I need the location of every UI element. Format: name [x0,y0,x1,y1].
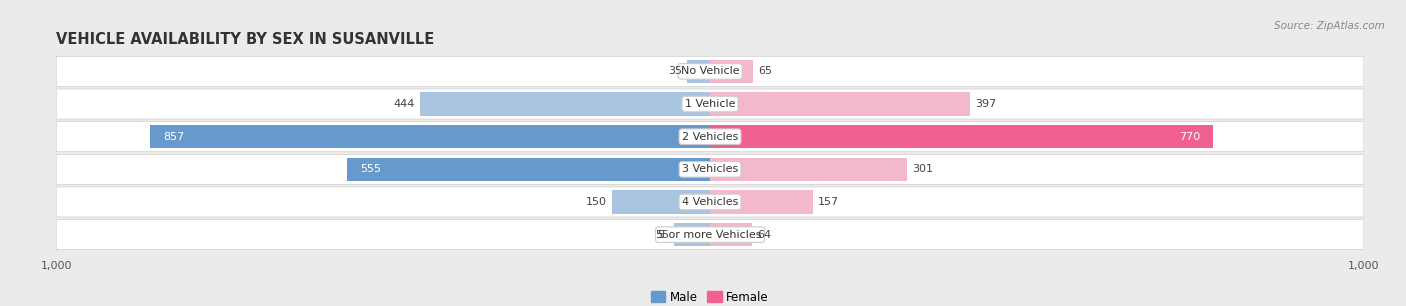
Bar [710,60,752,83]
Bar [710,158,907,181]
Text: 770: 770 [1180,132,1201,142]
Text: 35: 35 [668,66,682,76]
Text: 150: 150 [586,197,607,207]
Text: 1 Vehicle: 1 Vehicle [685,99,735,109]
Text: 555: 555 [360,164,381,174]
Text: 5 or more Vehicles: 5 or more Vehicles [658,230,762,240]
Bar [420,92,710,116]
Text: Source: ZipAtlas.com: Source: ZipAtlas.com [1274,21,1385,32]
FancyBboxPatch shape [56,154,1364,184]
Bar [710,190,813,214]
Bar [612,190,710,214]
Text: 2 Vehicles: 2 Vehicles [682,132,738,142]
Text: 157: 157 [818,197,839,207]
Text: 301: 301 [912,164,934,174]
FancyBboxPatch shape [56,56,1364,86]
Text: 444: 444 [394,99,415,109]
Text: 4 Vehicles: 4 Vehicles [682,197,738,207]
Text: No Vehicle: No Vehicle [681,66,740,76]
Text: 857: 857 [163,132,184,142]
FancyBboxPatch shape [56,89,1364,119]
Text: 3 Vehicles: 3 Vehicles [682,164,738,174]
Bar [710,125,1213,148]
Bar [688,60,710,83]
FancyBboxPatch shape [56,122,1364,152]
Legend: Male, Female: Male, Female [651,291,769,304]
Bar [710,92,970,116]
Text: 64: 64 [756,230,772,240]
FancyBboxPatch shape [56,220,1364,250]
Text: VEHICLE AVAILABILITY BY SEX IN SUSANVILLE: VEHICLE AVAILABILITY BY SEX IN SUSANVILL… [56,32,434,47]
FancyBboxPatch shape [56,187,1364,217]
Text: 55: 55 [655,230,669,240]
Text: 65: 65 [758,66,772,76]
Bar [149,125,710,148]
Text: 397: 397 [974,99,995,109]
Bar [710,223,752,246]
Bar [347,158,710,181]
Bar [673,223,710,246]
